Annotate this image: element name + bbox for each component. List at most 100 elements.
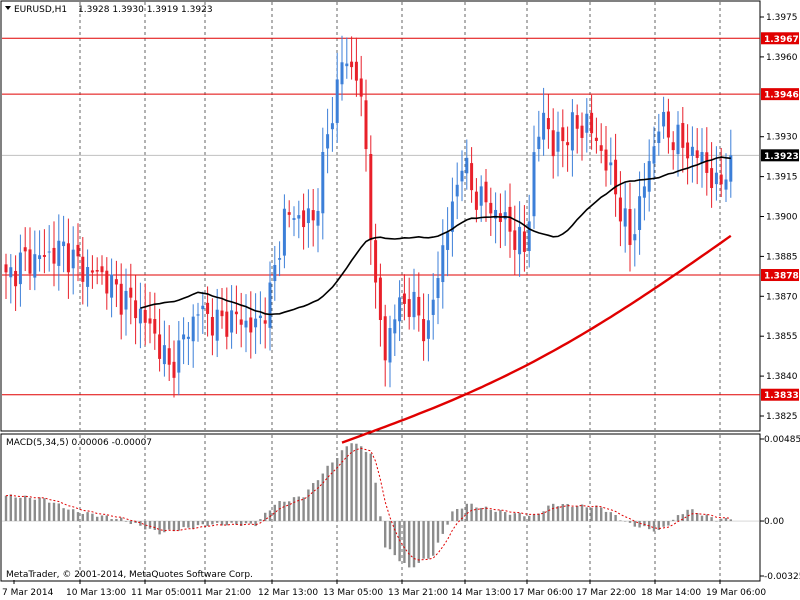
candle <box>177 321 181 396</box>
macd-bar <box>364 451 368 522</box>
candle <box>455 162 459 220</box>
candle-body <box>652 146 656 164</box>
candle <box>546 94 550 149</box>
candle <box>676 111 680 177</box>
candle-body <box>306 208 310 224</box>
candle <box>681 106 685 173</box>
candle <box>585 98 589 153</box>
candle <box>470 147 474 203</box>
candle-body <box>378 277 382 321</box>
candle-body <box>460 170 464 182</box>
macd-bar <box>417 521 420 563</box>
candle <box>508 183 512 258</box>
candle <box>412 268 416 330</box>
candle-body <box>393 319 397 334</box>
candle-body <box>388 328 392 363</box>
time-tick-label: 14 Mar 13:00 <box>451 588 511 598</box>
candle-body <box>206 302 210 314</box>
candle-body <box>210 316 214 336</box>
candle-body <box>321 152 325 214</box>
macd-bar <box>432 521 435 556</box>
candle-body <box>158 334 162 359</box>
candle <box>422 293 426 361</box>
candle-body <box>657 131 661 144</box>
candle <box>33 230 37 291</box>
macd-bar <box>67 509 70 522</box>
candle <box>282 194 286 269</box>
macd-bar <box>225 521 228 526</box>
candle-body <box>570 112 574 151</box>
candle-body <box>244 320 248 328</box>
macd-bar <box>556 506 560 522</box>
macd-bar <box>729 519 732 522</box>
candle-body <box>422 319 426 342</box>
horizontal-levels <box>2 37 760 396</box>
time-tick-label: 17 Mar 06:00 <box>513 588 573 598</box>
macd-bar <box>24 495 27 522</box>
macd-grid <box>2 435 759 580</box>
candle <box>258 291 262 345</box>
candle-body <box>162 345 166 365</box>
macd-pane[interactable] <box>0 433 761 582</box>
candle-body <box>345 63 349 67</box>
macd-bar <box>393 521 396 556</box>
time-tick-label: 12 Mar 13:00 <box>258 588 318 598</box>
candle-body <box>258 315 262 319</box>
candle-body <box>47 251 51 253</box>
candle <box>484 168 488 222</box>
candle-body <box>537 136 541 150</box>
candle-body <box>110 274 114 298</box>
level-tag <box>761 32 799 45</box>
candle <box>196 302 200 342</box>
candle <box>90 255 94 289</box>
candle-body <box>340 62 344 85</box>
candle <box>378 263 382 347</box>
macd-bar <box>211 521 214 525</box>
macd-histogram <box>4 443 732 568</box>
candle <box>633 208 637 267</box>
candle <box>76 223 80 282</box>
macd-bar <box>220 521 224 526</box>
macd-bar <box>19 497 22 522</box>
macd-bar <box>624 521 627 522</box>
candle-body <box>614 159 618 195</box>
candle-body <box>441 245 445 283</box>
macd-bar <box>523 516 526 522</box>
candle <box>700 128 704 188</box>
candle <box>623 181 627 253</box>
macd-bar <box>720 518 723 522</box>
candle-body <box>52 247 56 264</box>
macd-bar <box>240 521 243 526</box>
candle-body <box>585 113 589 133</box>
candle <box>28 227 32 291</box>
candle-body <box>527 221 531 252</box>
candle-body <box>666 111 670 138</box>
candle <box>268 261 272 351</box>
candle <box>234 285 238 334</box>
macd-bar <box>518 512 521 522</box>
candle-body <box>417 296 421 316</box>
dropdown-triangle-icon[interactable] <box>5 6 11 10</box>
candle <box>503 190 507 246</box>
level-label: 1.3878 <box>764 272 799 282</box>
candle-body <box>71 249 75 269</box>
price-pane[interactable] <box>0 0 761 432</box>
candle <box>393 304 397 357</box>
macd-bar <box>499 510 502 522</box>
candle-body <box>86 267 90 287</box>
macd-label: MACD(5,34,5) 0.00006 -0.00007 <box>6 438 152 448</box>
candle-body <box>638 196 642 230</box>
macd-bar <box>715 521 718 522</box>
candle-body <box>662 111 666 127</box>
macd-bar <box>508 514 512 522</box>
macd-bar <box>609 512 612 522</box>
candle <box>100 255 104 285</box>
candle-body <box>436 278 440 298</box>
macd-bar <box>384 521 387 548</box>
candle <box>143 283 147 346</box>
candle <box>350 36 354 80</box>
candle-body <box>278 258 282 260</box>
macd-bar <box>547 505 550 522</box>
macd-bar <box>48 502 51 522</box>
